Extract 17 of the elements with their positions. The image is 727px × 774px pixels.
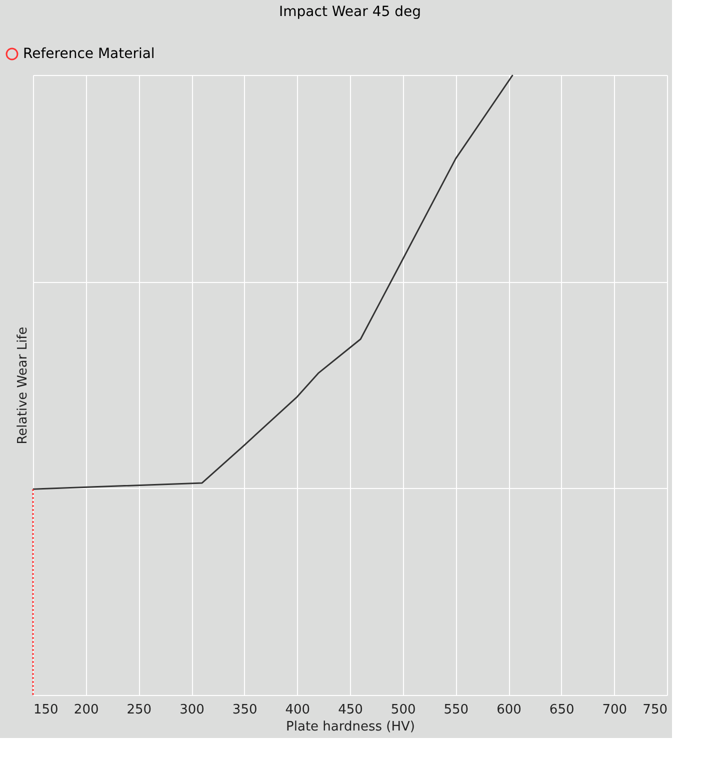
x-tick-label: 700 — [602, 702, 628, 718]
x-tick-label: 400 — [285, 702, 310, 718]
y-axis-title: Relative Wear Life — [16, 326, 30, 444]
x-tick-label: 500 — [390, 702, 416, 718]
chart-title: Impact Wear 45 deg — [279, 4, 421, 20]
x-tick-label: 200 — [74, 702, 99, 718]
x-tick-label: 350 — [232, 702, 258, 718]
x-tick-label: 600 — [496, 702, 522, 718]
x-axis-title: Plate hardness (HV) — [286, 720, 415, 734]
x-tick-label: 300 — [180, 702, 204, 718]
x-tick-label: 150 — [34, 702, 58, 718]
x-tick-label: 650 — [549, 702, 574, 718]
x-tick-label: 750 — [642, 702, 668, 718]
legend-label: Reference Material — [23, 46, 155, 62]
x-tick-label: 250 — [126, 702, 152, 718]
x-tick-label: 550 — [444, 702, 469, 718]
x-tick-label: 450 — [338, 702, 363, 718]
